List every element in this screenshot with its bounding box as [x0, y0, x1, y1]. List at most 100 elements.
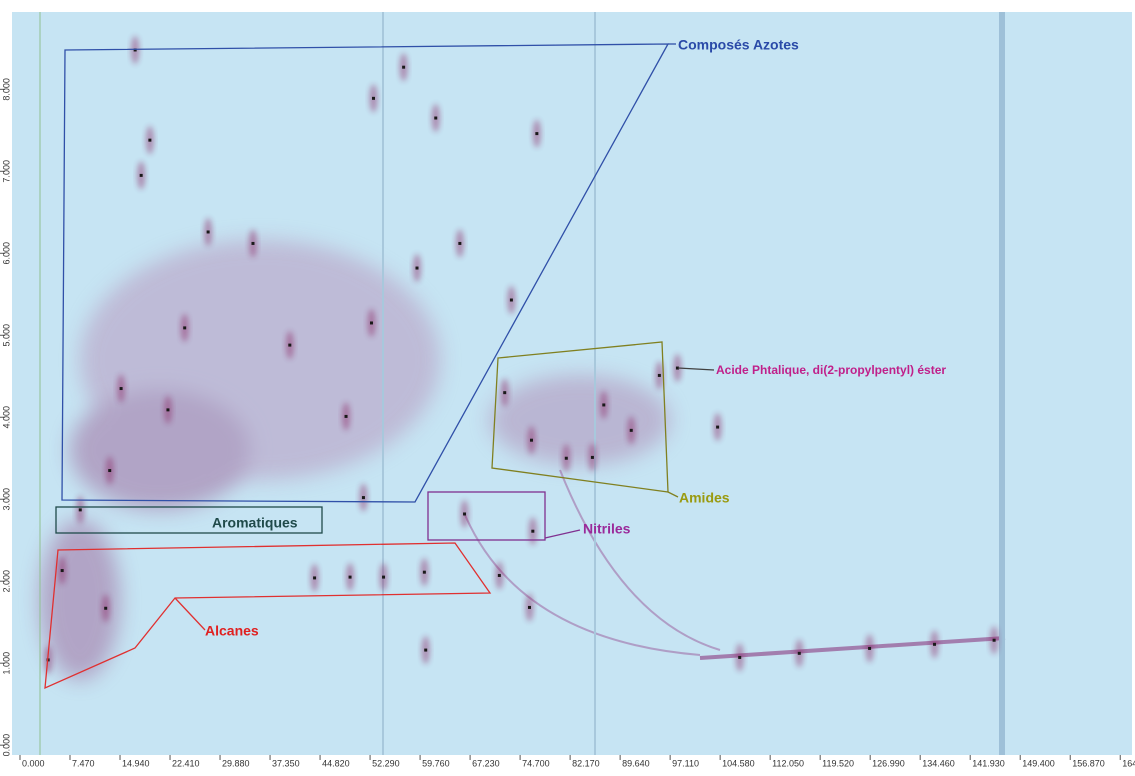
x-tick-label: 119.520: [822, 758, 854, 768]
peak: [738, 655, 742, 659]
peak: [139, 173, 143, 177]
peak: [78, 508, 82, 512]
peak: [348, 575, 352, 579]
peak: [434, 116, 438, 120]
peak: [463, 512, 467, 516]
peak: [288, 343, 292, 347]
x-tick-label: 156.870: [1072, 758, 1105, 768]
region-azotes: [61, 43, 670, 503]
peak: [60, 569, 64, 573]
x-tick-label: 104.580: [722, 758, 755, 768]
peak: [509, 298, 513, 302]
peak: [415, 266, 419, 270]
peak: [369, 321, 373, 325]
peak: [108, 469, 112, 473]
connector: [174, 597, 206, 631]
annotation: Nitriles: [583, 521, 631, 537]
x-tick-label: 89.640: [622, 758, 650, 768]
signal-haze: [70, 390, 250, 510]
x-tick-label: 97.110: [672, 758, 699, 768]
region-alcanes: [44, 542, 492, 690]
peak: [424, 648, 428, 652]
peak: [531, 529, 535, 533]
x-tick-label: 59.760: [422, 758, 450, 768]
peak: [313, 576, 317, 580]
peak: [992, 638, 996, 642]
x-tick-label: 112.050: [772, 758, 804, 768]
y-tick-label: 4.000: [1, 406, 11, 429]
column-lines: [39, 12, 1005, 755]
y-tick-label: 3.000: [1, 488, 11, 511]
peak: [657, 373, 661, 377]
peak: [251, 241, 255, 245]
x-tick-label: 7.470: [72, 758, 95, 768]
x-tick-label: 141.930: [972, 758, 1005, 768]
y-tick-label: 6.000: [1, 242, 11, 265]
peaks: [44, 35, 999, 674]
peak: [371, 96, 375, 100]
peak: [133, 48, 137, 52]
peak: [166, 408, 170, 412]
x-tick-label: 44.820: [322, 758, 350, 768]
peak: [535, 132, 539, 136]
peak: [527, 605, 531, 609]
y-tick-label: 2.000: [1, 570, 11, 593]
y-tick-label: 5.000: [1, 324, 11, 347]
region-nitriles: [427, 491, 546, 541]
y-tick-label: 0.000: [1, 734, 11, 757]
peak: [564, 456, 568, 460]
x-tick-label: 134.460: [922, 758, 955, 768]
annotation: Acide Phtalique, di(2-propylpentyl) éste…: [716, 363, 946, 377]
peak: [529, 438, 533, 442]
annotation: Aromatiques: [212, 515, 298, 531]
peak: [206, 230, 210, 234]
annotation: Alcanes: [205, 623, 259, 639]
peak: [183, 326, 187, 330]
peak: [933, 642, 937, 646]
connector: [667, 491, 679, 498]
bleed-arcs: [464, 469, 1006, 660]
x-tick-label: 164.: [1122, 758, 1135, 768]
peak: [344, 414, 348, 418]
regions: [44, 43, 715, 690]
x-tick-label: 126.990: [872, 758, 905, 768]
arc: [699, 636, 1006, 660]
peak: [104, 606, 108, 610]
peak: [402, 65, 406, 69]
x-tick-label: 52.290: [372, 758, 400, 768]
peak: [382, 575, 386, 579]
peak: [503, 391, 507, 395]
peak: [458, 241, 462, 245]
x-tick-label: 67.230: [472, 758, 500, 768]
y-tick-label: 8.000: [1, 78, 11, 101]
peak: [148, 138, 152, 142]
annotation: Composés Azotes: [678, 37, 799, 53]
y-tick-label: 1.000: [1, 652, 11, 675]
peak: [716, 425, 720, 429]
arc: [559, 469, 721, 651]
signal-background: [40, 240, 670, 680]
peak: [868, 646, 872, 650]
connector: [677, 367, 715, 371]
x-tick-label: 14.940: [122, 758, 150, 768]
x-tick-label: 74.700: [522, 758, 550, 768]
x-tick-label: 22.410: [172, 758, 200, 768]
connector: [544, 529, 581, 539]
x-tick-label: 29.880: [222, 758, 250, 768]
peak: [675, 366, 679, 370]
peak: [797, 651, 801, 655]
arc: [464, 514, 701, 656]
peak: [602, 403, 606, 407]
x-tick-label: 37.350: [272, 758, 300, 768]
x-tick-label: 82.170: [572, 758, 600, 768]
annotation: Amides: [679, 490, 730, 506]
region-aromatiques: [55, 506, 323, 534]
axes: 0.000 7.470 14.940 22.410 29.880 37.350 44.820…: [0, 78, 1135, 768]
peak: [497, 573, 501, 577]
x-tick-label: 0.000: [22, 758, 45, 768]
peak: [119, 387, 123, 391]
peak: [629, 428, 633, 432]
peak: [422, 570, 426, 574]
